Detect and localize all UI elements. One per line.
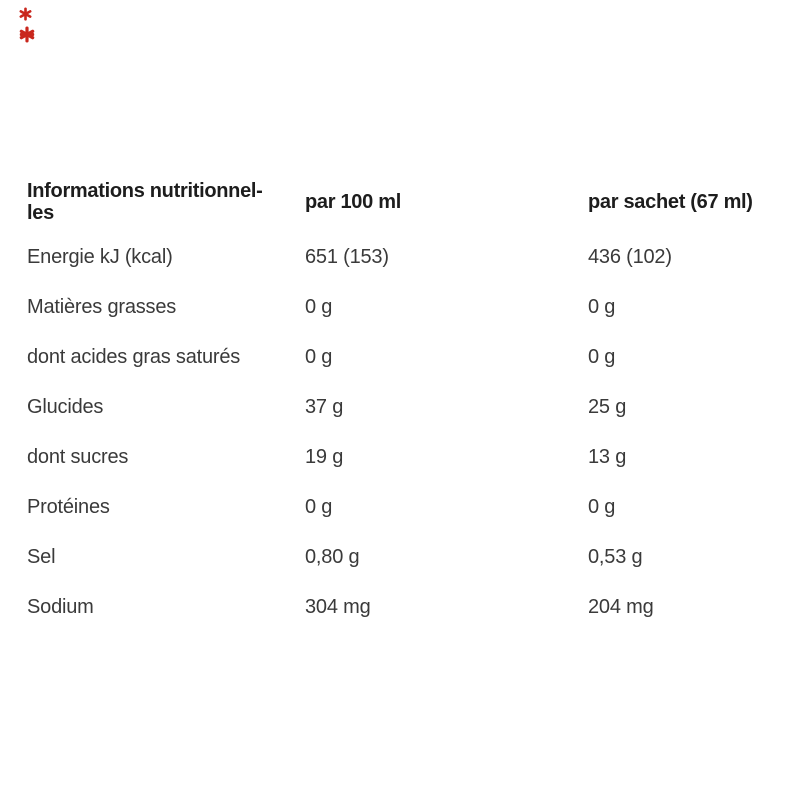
table-row: Sodium 304 mg 204 mg (27, 582, 773, 632)
nutrition-table: Informations nutritionnel- les par 100 m… (27, 171, 773, 632)
row-value-per-100ml: 37 g (305, 396, 344, 418)
red-mark-icon (19, 26, 35, 43)
broken-image-artifact (18, 7, 36, 43)
row-value-per-sachet: 0 g (588, 346, 616, 368)
row-value-per-sachet: 0,53 g (588, 546, 643, 568)
row-value-per-sachet: 436 (102) (588, 246, 672, 268)
row-label: Energie kJ (kcal) (27, 246, 173, 268)
row-label: Matières grasses (27, 296, 177, 318)
row-value-per-100ml: 651 (153) (305, 246, 389, 268)
red-mark-icon (19, 7, 32, 21)
table-row: Protéines 0 g 0 g (27, 482, 773, 532)
row-value-per-100ml: 304 mg (305, 596, 371, 618)
row-value-per-100ml: 19 g (305, 446, 344, 468)
row-label: Sodium (27, 596, 94, 618)
row-label: Protéines (27, 496, 110, 518)
row-value-per-sachet: 0 g (588, 496, 616, 518)
table-header-per-sachet: par sachet (67 ml) (588, 190, 753, 213)
row-label: Sel (27, 546, 56, 568)
row-value-per-sachet: 204 mg (588, 596, 654, 618)
row-label: dont acides gras saturés (27, 346, 241, 368)
table-header-row: Informations nutritionnel- les par 100 m… (27, 171, 773, 232)
table-row: dont acides gras saturés 0 g 0 g (27, 332, 773, 382)
table-row: Sel 0,80 g 0,53 g (27, 532, 773, 582)
row-value-per-100ml: 0 g (305, 296, 333, 318)
row-value-per-sachet: 0 g (588, 296, 616, 318)
table-row: Glucides 37 g 25 g (27, 382, 773, 432)
row-value-per-100ml: 0,80 g (305, 546, 360, 568)
table-row: Matières grasses 0 g 0 g (27, 282, 773, 332)
row-value-per-sachet: 25 g (588, 396, 627, 418)
row-value-per-100ml: 0 g (305, 346, 333, 368)
row-value-per-100ml: 0 g (305, 496, 333, 518)
row-label: Glucides (27, 396, 104, 418)
row-label: dont sucres (27, 446, 129, 468)
table-header-per-100ml: par 100 ml (305, 190, 401, 213)
table-row: Energie kJ (kcal) 651 (153) 436 (102) (27, 232, 773, 282)
table-header-nutrition-label: Informations nutritionnel- les (27, 179, 263, 224)
table-row: dont sucres 19 g 13 g (27, 432, 773, 482)
row-value-per-sachet: 13 g (588, 446, 627, 468)
